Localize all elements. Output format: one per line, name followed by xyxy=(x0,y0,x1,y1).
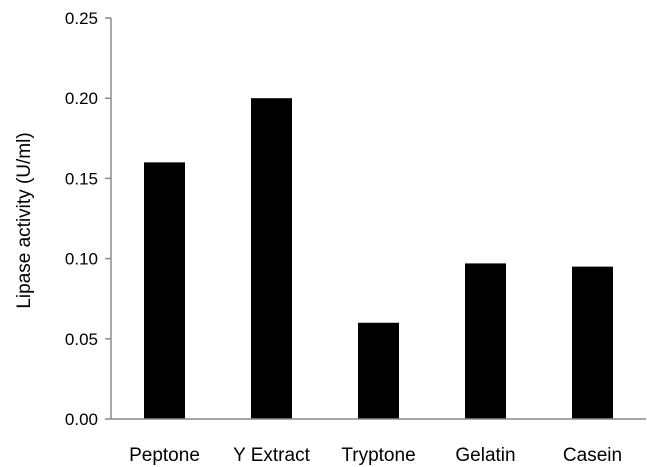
x-tick-label: Casein xyxy=(563,445,622,466)
y-axis-ticks: 0.00 0.05 0.10 0.15 0.20 0.25 xyxy=(65,9,111,429)
y-tick-label: 0.10 xyxy=(65,250,98,269)
y-tick-label: 0.00 xyxy=(65,410,98,429)
y-axis-title: Lipase activity (U/ml) xyxy=(14,132,35,308)
x-axis-ticks: Peptone Y Extract Tryptone Gelatin Casein xyxy=(129,445,622,466)
bars-group xyxy=(144,98,613,420)
bar-peptone xyxy=(144,162,185,420)
y-tick-label: 0.05 xyxy=(65,330,98,349)
bar-gelatin xyxy=(465,263,506,419)
bar-y-extract xyxy=(251,98,292,419)
x-tick-label: Gelatin xyxy=(455,445,515,466)
y-tick-label: 0.25 xyxy=(65,9,98,28)
y-tick-label: 0.20 xyxy=(65,89,98,108)
x-tick-label: Y Extract xyxy=(233,445,310,466)
x-tick-label: Peptone xyxy=(129,445,200,466)
bar-casein xyxy=(572,266,613,419)
bar-tryptone xyxy=(358,322,399,419)
y-tick-label: 0.15 xyxy=(65,169,98,188)
x-tick-label: Tryptone xyxy=(341,445,415,466)
